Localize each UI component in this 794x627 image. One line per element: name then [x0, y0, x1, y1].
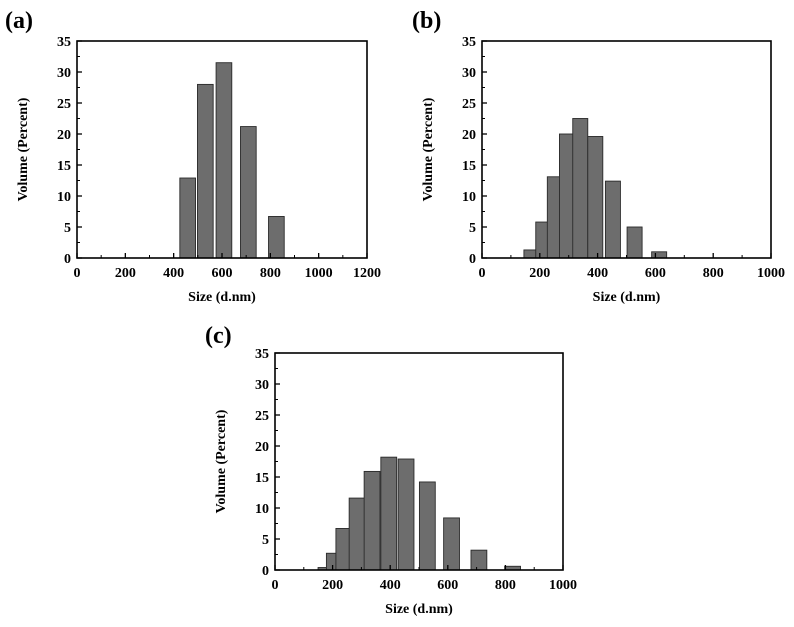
y-tick-label: 5 [469, 221, 476, 236]
y-tick-label: 10 [462, 190, 476, 205]
x-tick-label: 200 [529, 266, 550, 281]
bar-b-8 [652, 252, 667, 258]
bar-c-6 [398, 459, 414, 570]
bar-a-0 [180, 178, 196, 258]
y-tick-label: 20 [57, 128, 71, 143]
chart-panel-a: 0 200 400 600 800 1000 1200 0 5 10 15 20 25 30 35 Size … [5, 8, 381, 305]
bar-b-6 [605, 181, 620, 258]
x-tick-label: 600 [212, 266, 233, 281]
x-tick-label: 0 [74, 266, 81, 281]
bar-b-7 [627, 227, 642, 258]
figure: 02004006008001000120005101520253035Size … [0, 0, 794, 627]
y-tick-label: 35 [255, 347, 269, 362]
bar-c-4 [364, 471, 380, 570]
y-tick-label: 30 [57, 66, 71, 81]
x-tick-label: 600 [645, 266, 666, 281]
x-tick-label: 200 [322, 578, 343, 593]
y-tick-label: 30 [255, 378, 269, 393]
x-axis-title: Size (d.nm) [188, 290, 256, 305]
x-tick-label: 0 [479, 266, 486, 281]
bar-a-1 [197, 84, 213, 258]
y-axis-title: Volume (Percent) [214, 409, 229, 513]
x-tick-label: 1000 [757, 266, 785, 281]
y-tick-label: 5 [64, 221, 71, 236]
bar-a-2 [216, 63, 232, 258]
bar-c-9 [471, 550, 487, 570]
x-tick-label: 1000 [549, 578, 577, 593]
bar-c-3 [349, 498, 365, 570]
bar-c-7 [419, 482, 435, 570]
y-tick-label: 35 [462, 35, 476, 50]
y-tick-label: 0 [262, 564, 269, 579]
x-tick-label: 600 [437, 578, 458, 593]
y-tick-label: 15 [255, 471, 269, 486]
y-tick-label: 0 [469, 252, 476, 267]
y-tick-label: 20 [255, 440, 269, 455]
x-tick-label: 400 [380, 578, 401, 593]
plot-frame [482, 41, 771, 258]
y-tick-label: 25 [255, 409, 269, 424]
panel-label: (b) [412, 8, 441, 34]
y-tick-label: 25 [462, 97, 476, 112]
bar-b-4 [573, 119, 588, 259]
y-axis-title: Volume (Percent) [16, 97, 31, 201]
x-tick-label: 800 [260, 266, 281, 281]
bar-c-8 [444, 518, 460, 570]
x-tick-label: 400 [163, 266, 184, 281]
x-axis-title: Size (d.nm) [593, 290, 661, 305]
x-tick-label: 1200 [353, 266, 381, 281]
bar-a-3 [240, 127, 256, 258]
y-tick-label: 25 [57, 97, 71, 112]
chart-panel-c: 0 200 400 600 800 1000 0 5 10 15 20 25 30 35 Size (d.n… [205, 323, 577, 617]
y-tick-label: 10 [255, 502, 269, 517]
x-tick-label: 800 [703, 266, 724, 281]
y-tick-label: 15 [57, 159, 71, 174]
x-tick-label: 200 [115, 266, 136, 281]
y-tick-label: 5 [262, 533, 269, 548]
chart-panel-b: 0 200 400 600 800 1000 0 5 10 15 20 25 30 35 Size (d.n… [412, 8, 785, 305]
x-tick-label: 0 [272, 578, 279, 593]
bar-b-3 [559, 134, 574, 258]
x-tick-label: 400 [587, 266, 608, 281]
x-tick-label: 800 [495, 578, 516, 593]
y-tick-label: 20 [462, 128, 476, 143]
y-tick-label: 35 [57, 35, 71, 50]
y-axis-title: Volume (Percent) [421, 97, 436, 201]
y-tick-label: 15 [462, 159, 476, 174]
panel-label: (a) [5, 8, 33, 34]
panel-label: (c) [205, 323, 232, 349]
bar-a-4 [269, 216, 285, 258]
bar-c-5 [381, 457, 397, 570]
y-tick-label: 10 [57, 190, 71, 205]
y-tick-label: 0 [64, 252, 71, 267]
x-tick-label: 1000 [305, 266, 333, 281]
x-axis-title: Size (d.nm) [385, 602, 453, 617]
y-tick-label: 30 [462, 66, 476, 81]
bar-b-5 [588, 136, 603, 258]
